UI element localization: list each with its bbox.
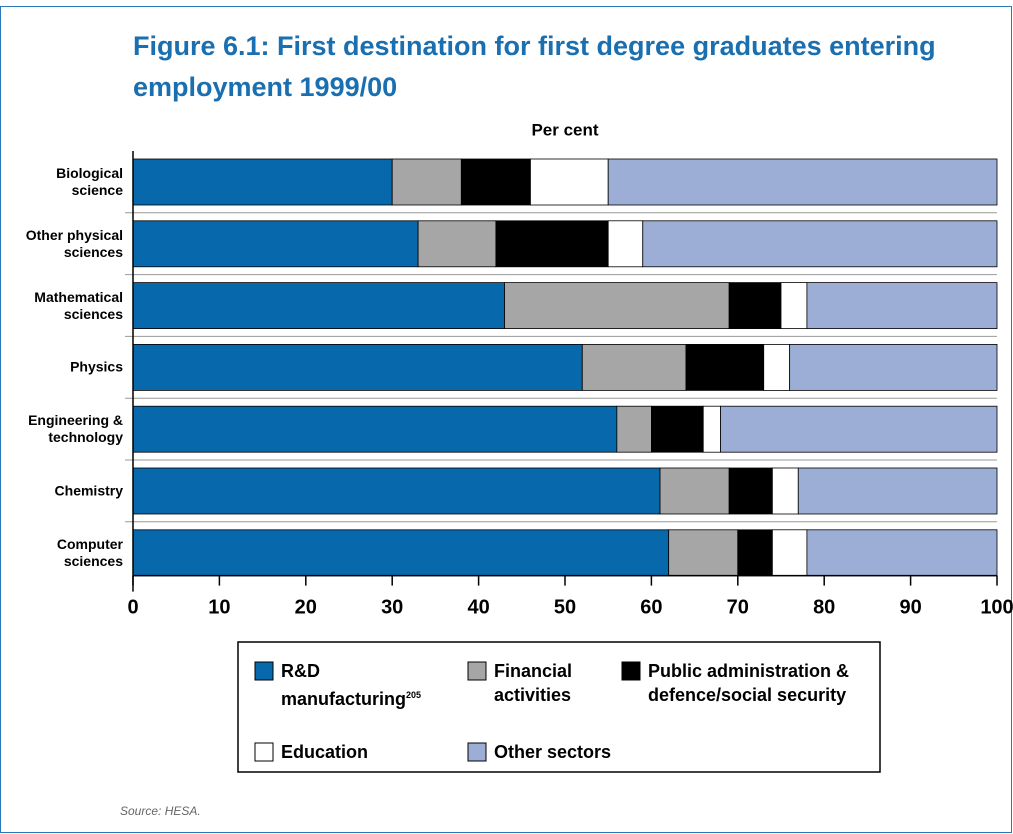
bar-segment xyxy=(702,405,721,453)
source: Source: HESA. xyxy=(120,804,201,818)
frame xyxy=(0,6,1012,833)
y-tick-label: Biological science xyxy=(56,165,123,198)
x-tick-label: 30 xyxy=(381,596,403,618)
bar-segment xyxy=(780,282,808,330)
legend-entry: Financial activities xyxy=(494,659,614,707)
bar-segment xyxy=(668,529,739,577)
y-tick-label: Other physical sciences xyxy=(25,226,123,260)
x-tick-label: 0 xyxy=(127,596,138,618)
legend-label: Other sectors xyxy=(494,742,612,762)
x-tick-label: 80 xyxy=(813,596,835,618)
bar-segment xyxy=(651,405,704,453)
bar-segment xyxy=(659,467,730,515)
bar-segment xyxy=(460,158,531,206)
bar-segment xyxy=(132,405,618,453)
bar-segment xyxy=(642,220,998,268)
legend-entry: R&D manufacturing205 xyxy=(281,659,441,711)
bar-segment xyxy=(728,282,782,330)
bar-segment xyxy=(806,282,998,330)
legend-swatch xyxy=(467,742,487,762)
x-tick-label: 50 xyxy=(554,596,576,618)
bar-segment xyxy=(132,529,670,577)
legend-swatch xyxy=(254,742,274,762)
y-tick-label: Computer sciences xyxy=(56,535,123,569)
y-tick-label: Physics xyxy=(70,358,123,375)
bar-segment xyxy=(607,220,644,268)
bar-segment xyxy=(737,529,773,577)
bar-segment xyxy=(789,343,998,391)
bar-segment xyxy=(771,467,799,515)
legend-label: R&D manufacturing xyxy=(281,661,407,709)
bar-segment xyxy=(685,343,765,391)
bar-segment xyxy=(616,405,652,453)
bar-segment xyxy=(132,343,583,391)
legend-entry: Education xyxy=(281,740,441,764)
legend-label: Education xyxy=(281,742,369,762)
bar-segment xyxy=(581,343,687,391)
y-tick-label: Chemistry xyxy=(54,482,123,499)
axis-label: Per cent xyxy=(531,120,598,139)
bar-segment xyxy=(771,529,808,577)
legend-entry: Other sectors xyxy=(494,740,654,764)
x-tick-label: 70 xyxy=(727,596,749,618)
bar-segment xyxy=(530,158,609,206)
bar-segment xyxy=(417,220,497,268)
bar-segment xyxy=(504,282,730,330)
bar-segment xyxy=(132,467,661,515)
legend-box xyxy=(237,641,881,773)
y-tick-label: Mathematical sciences xyxy=(34,288,123,322)
bar-segment xyxy=(797,467,998,515)
legend-swatch xyxy=(621,661,641,681)
legend-swatch xyxy=(467,661,487,681)
bar-segment xyxy=(763,343,791,391)
x-tick-label: 100 xyxy=(980,596,1013,618)
x-tick-label: 40 xyxy=(467,596,489,618)
bar-segment xyxy=(132,158,393,206)
y-tick-label: Engineering & technology xyxy=(28,412,123,446)
legend-entry: Public administration & defence/social s… xyxy=(648,659,878,707)
bar-segment xyxy=(132,282,505,330)
footnote-ref: 205 xyxy=(406,690,422,700)
bar-segment xyxy=(607,158,998,206)
chart-title: Figure 6.1: First destination for first … xyxy=(133,31,936,102)
bar-segment xyxy=(728,467,773,515)
legend-label: Financial activities xyxy=(494,661,573,705)
bar-segment xyxy=(720,405,998,453)
legend-label: Public administration & defence/social s… xyxy=(648,661,850,705)
legend-swatch xyxy=(254,661,274,681)
x-tick-label: 20 xyxy=(295,596,317,618)
x-tick-label: 10 xyxy=(208,596,230,618)
bar-segment xyxy=(806,529,998,577)
bar-segment xyxy=(132,220,419,268)
x-tick-label: 60 xyxy=(640,596,662,618)
x-tick-label: 90 xyxy=(899,596,921,618)
bar-segment xyxy=(495,220,609,268)
bar-segment xyxy=(391,158,462,206)
